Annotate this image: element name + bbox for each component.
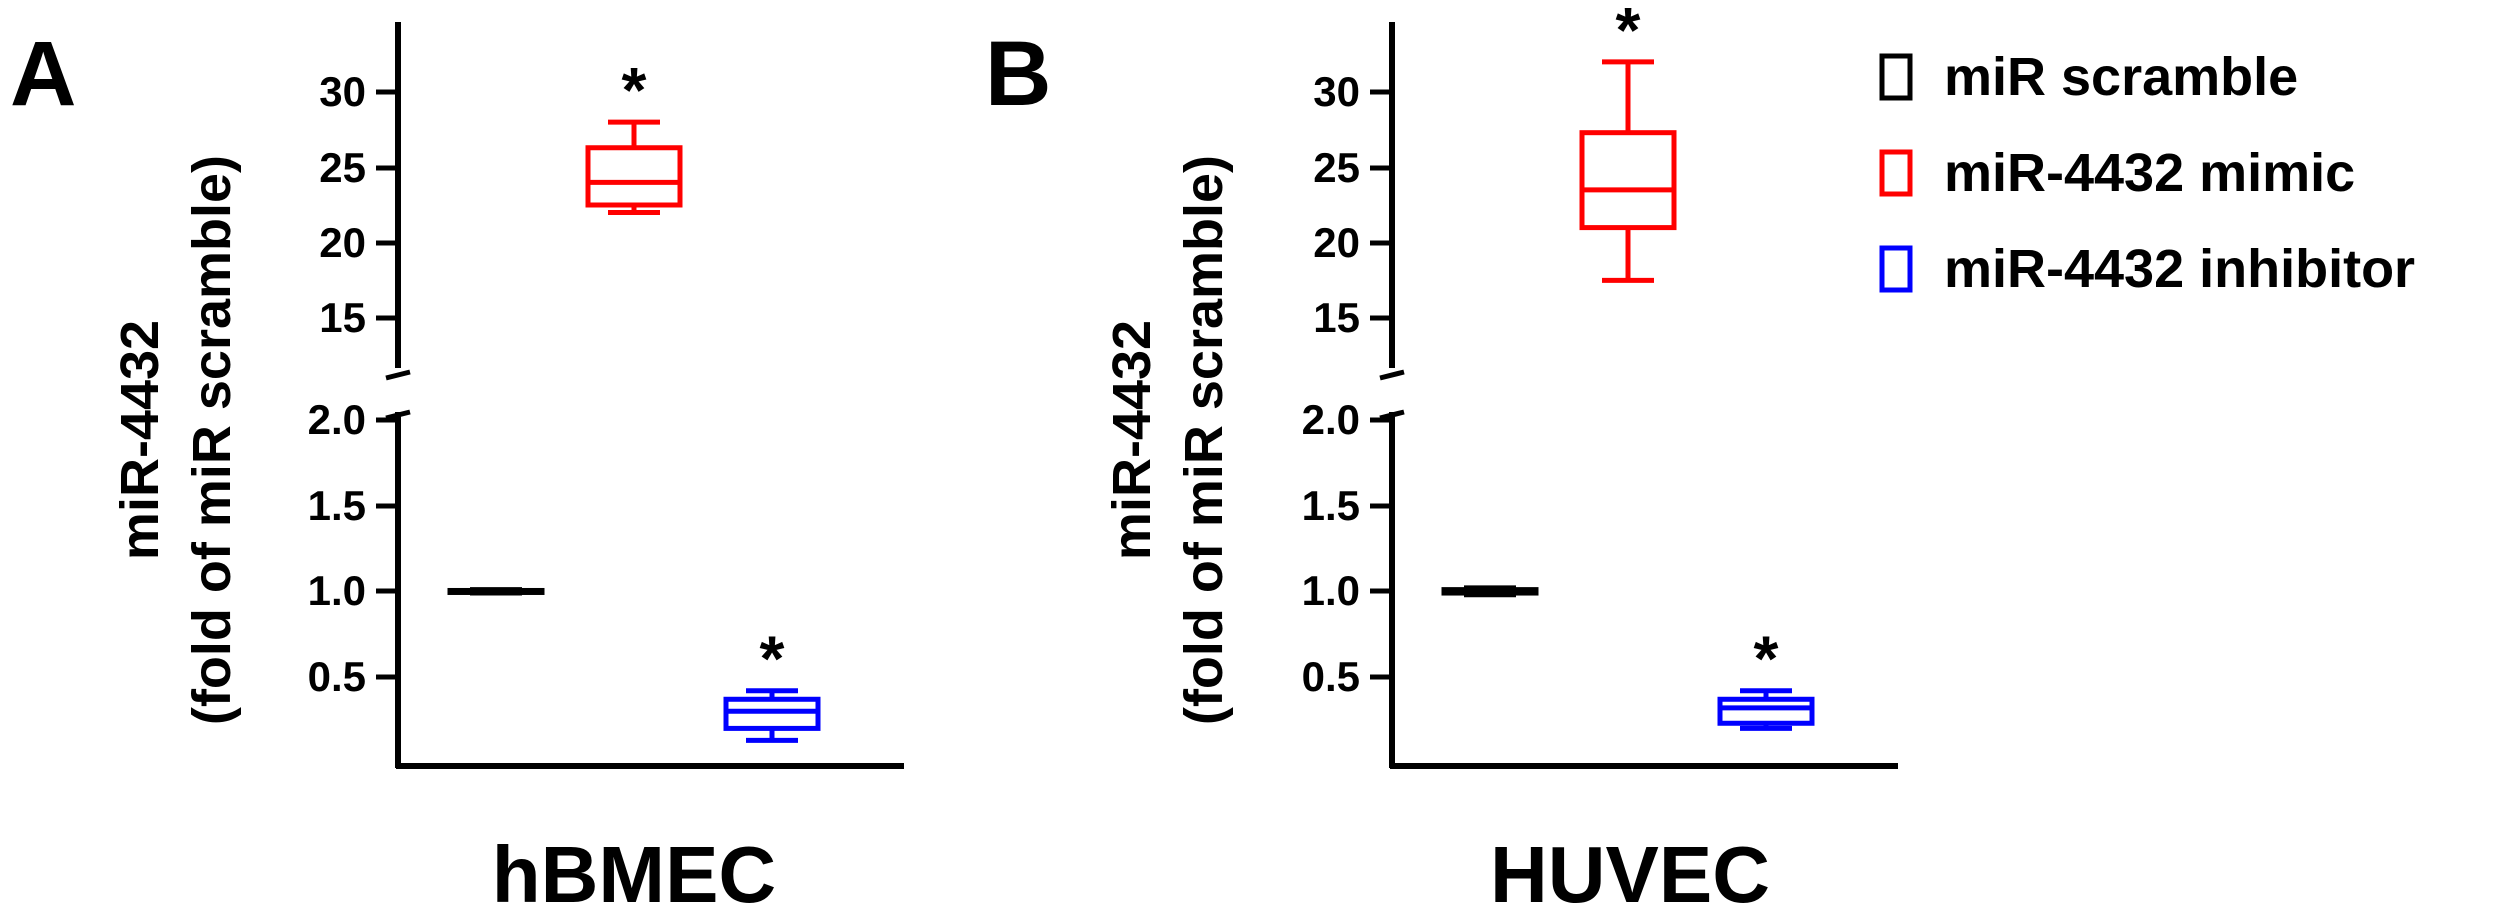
tick-label: 0.5	[1302, 653, 1360, 700]
box-plot: *	[1717, 623, 1815, 731]
tick-label: 30	[319, 68, 366, 115]
x-axis-label: hBMEC	[492, 830, 776, 919]
tick-label: 25	[319, 144, 366, 191]
y-axis-label: miR-4432 (fold of miR scramble)	[1102, 155, 1234, 725]
panel-label: A	[10, 23, 76, 125]
tick-label: 30	[1313, 68, 1360, 115]
legend: miR scramble miR-4432 mimic miR-4432 inh…	[1879, 47, 2415, 299]
y-axis-label-line1: miR-4432	[1102, 320, 1162, 560]
tick-label: 2.0	[1302, 396, 1360, 443]
axis-break-mark-top	[1379, 369, 1405, 381]
axis-break-mark-bottom	[1379, 409, 1405, 421]
axis-break-mark-top	[385, 369, 411, 381]
legend-swatch	[1879, 53, 1913, 101]
legend-item: miR-4432 inhibitor	[1879, 239, 2415, 299]
box-plot: *	[1579, 0, 1677, 283]
box-iqr	[1579, 130, 1677, 231]
y-axis-label-line1: miR-4432	[110, 320, 170, 560]
tick-label: 1.5	[308, 482, 366, 529]
legend-label: miR-4432 mimic	[1944, 143, 2355, 203]
significance-marker: *	[1754, 623, 1779, 695]
box-group: **	[447, 54, 821, 743]
significance-marker: *	[1616, 0, 1641, 66]
panel-a: A miR-4432 (fold of miR scramble) hBMEC …	[10, 22, 904, 919]
box-iqr	[1717, 696, 1815, 726]
box-group: **	[1441, 0, 1815, 731]
box-plot: *	[723, 623, 821, 743]
axis-break-mark-bottom	[385, 409, 411, 421]
y-axis-label: miR-4432 (fold of miR scramble)	[110, 155, 242, 725]
box-plot: *	[585, 54, 683, 216]
y-axis-label-line2: (fold of miR scramble)	[182, 155, 242, 725]
tick-label: 1.0	[308, 567, 366, 614]
tick-label: 0.5	[308, 653, 366, 700]
significance-marker: *	[760, 623, 785, 695]
legend-label: miR scramble	[1944, 47, 2298, 107]
tick-label: 2.0	[308, 396, 366, 443]
tick-label: 25	[1313, 144, 1360, 191]
tick-label: 1.0	[1302, 567, 1360, 614]
box-plot	[447, 587, 545, 596]
box-iqr	[585, 145, 683, 208]
box-plot	[1441, 585, 1539, 598]
tick-label: 20	[1313, 219, 1360, 266]
legend-item: miR-4432 mimic	[1879, 143, 2355, 203]
tick-label: 15	[1313, 294, 1360, 341]
tick-label: 1.5	[1302, 482, 1360, 529]
x-axis-label: HUVEC	[1490, 830, 1770, 919]
y-axis-label-line2: (fold of miR scramble)	[1174, 155, 1234, 725]
legend-swatch	[1879, 149, 1913, 197]
legend-swatch	[1879, 245, 1913, 293]
box-iqr	[723, 696, 821, 731]
tick-label: 15	[319, 294, 366, 341]
legend-label: miR-4432 inhibitor	[1944, 239, 2415, 299]
legend-item: miR scramble	[1879, 47, 2298, 107]
tick-label: 20	[319, 219, 366, 266]
panel-b: B miR-4432 (fold of miR scramble) HUVEC …	[985, 0, 1898, 919]
panel-label: B	[985, 23, 1051, 125]
significance-marker: *	[622, 54, 647, 126]
